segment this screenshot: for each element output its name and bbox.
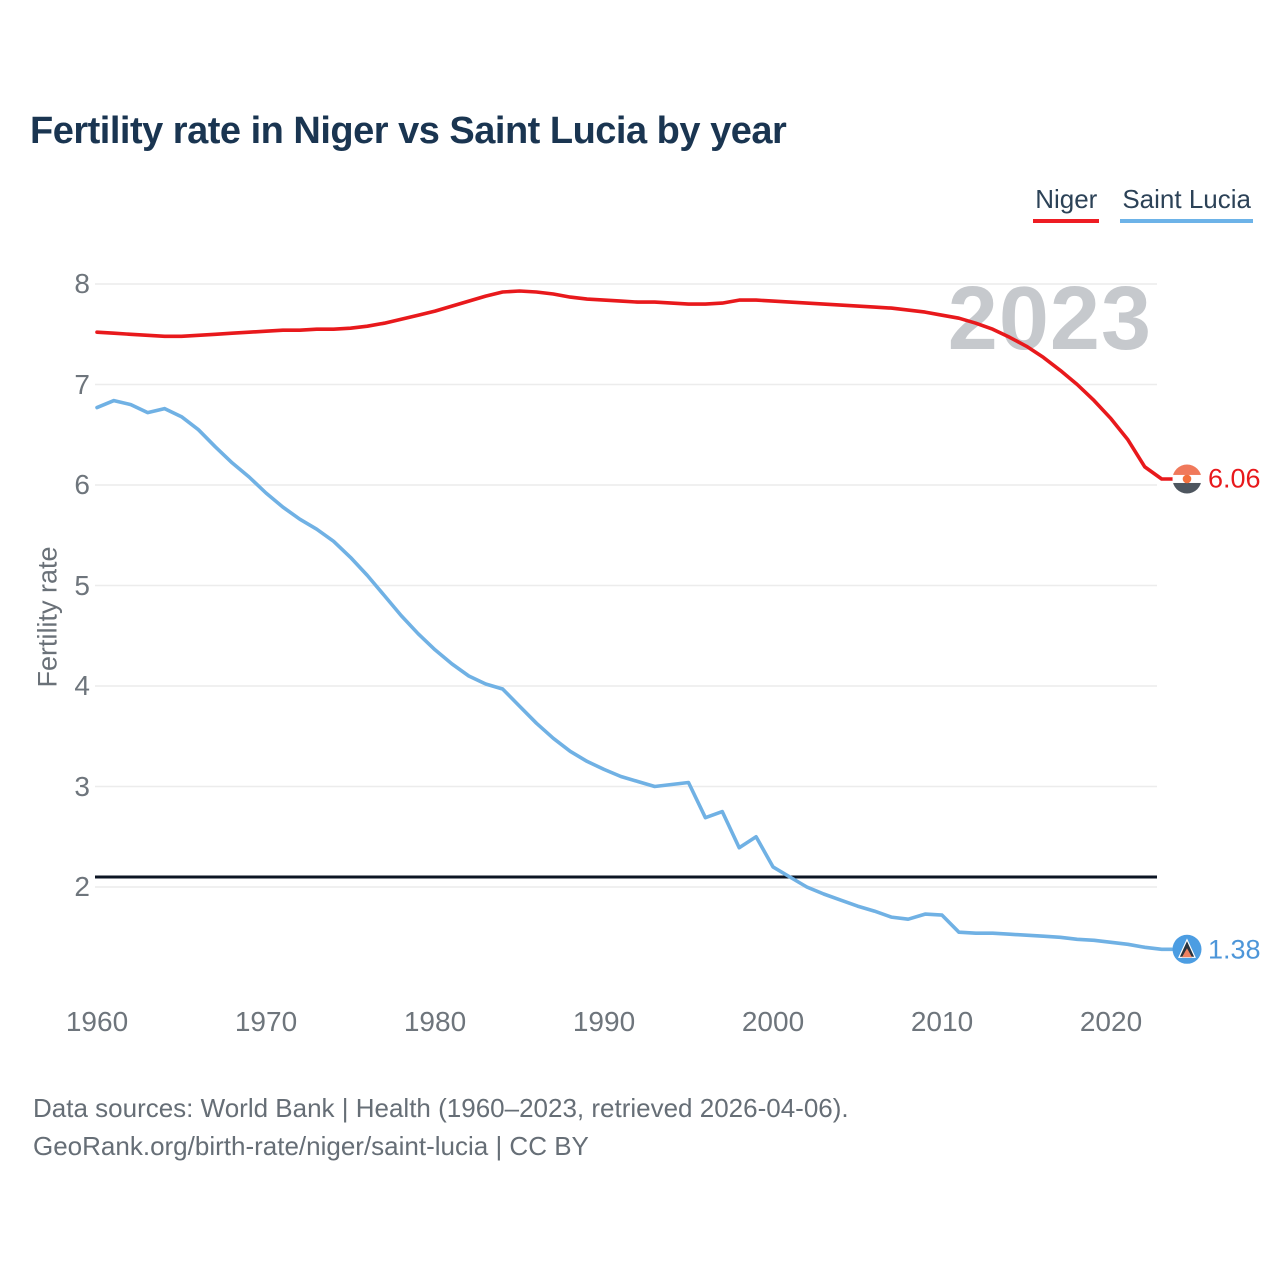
y-tick-label-8: 8	[74, 268, 90, 299]
series-line-saint-lucia	[95, 398, 1174, 952]
y-tick-label-3: 3	[74, 770, 90, 802]
y-tick-label-5: 5	[74, 569, 90, 601]
legend: Niger Saint Lucia	[1033, 184, 1253, 223]
legend-item-niger[interactable]: Niger	[1033, 184, 1100, 223]
x-tick-label-2010: 2010	[910, 1006, 974, 1037]
year-watermark: 2023	[947, 269, 1152, 369]
niger-flag-icon	[1172, 464, 1202, 494]
y-tick-label-2: 2	[74, 871, 90, 902]
footer-attribution: GeoRank.org/birth-rate/niger/saint-lucia…	[33, 1131, 589, 1161]
niger-end-value-label: 6.06	[1208, 463, 1261, 494]
y-tick-label-4: 4	[74, 670, 90, 701]
x-tick-label-1960: 1960	[65, 1006, 129, 1037]
footer: Data sources: World Bank | Health (1960–…	[33, 1089, 849, 1165]
y-tick-label-6: 6	[74, 469, 90, 500]
x-tick-label-2000: 2000	[741, 1006, 805, 1037]
x-tick-label-1980: 1980	[403, 1006, 467, 1037]
footer-data-sources: Data sources: World Bank | Health (1960–…	[33, 1093, 849, 1123]
series-line-niger	[95, 289, 1174, 481]
x-tick-label-1970: 1970	[234, 1006, 298, 1037]
legend-item-saint-lucia[interactable]: Saint Lucia	[1120, 184, 1253, 223]
saint-lucia-flag-icon	[1172, 934, 1202, 964]
x-tick-label-2020: 2020	[1079, 1006, 1143, 1037]
x-tick-label-1990: 1990	[572, 1006, 636, 1037]
y-tick-label-7: 7	[74, 368, 90, 400]
saint-lucia-end-value-label: 1.38	[1208, 934, 1261, 965]
page-title: Fertility rate in Niger vs Saint Lucia b…	[30, 110, 787, 152]
